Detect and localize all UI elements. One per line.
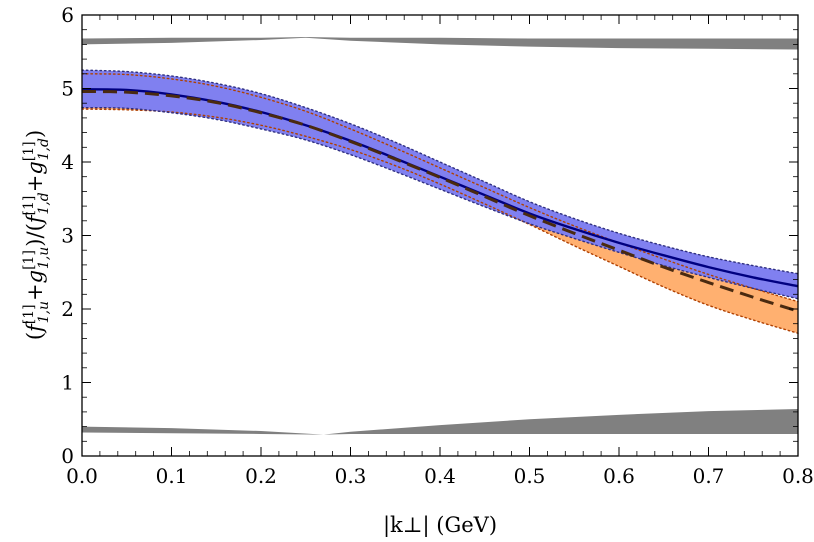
- axis-ticks: 0.0 0.1 0.2 0.3 0.4 0.5 0.6 0.7 0.8 0 1 2 3 4 5 6: [61, 3, 814, 488]
- x-tick-label: 0.8: [782, 464, 814, 488]
- x-axis-label: |k⊥| (GeV): [383, 513, 497, 538]
- plot-area: [81, 37, 799, 435]
- y-tick-label: 0: [61, 444, 74, 468]
- x-tick-label: 0.7: [693, 464, 725, 488]
- y-tick-label: 3: [61, 224, 74, 248]
- x-tick-label: 0.1: [156, 464, 188, 488]
- x-tick-label: 0.0: [66, 464, 98, 488]
- gray-band-top: [82, 37, 798, 50]
- x-tick-label: 0.3: [335, 464, 367, 488]
- orange-band-lower-edge: [81, 108, 799, 334]
- blue-band-upper-edge: [81, 69, 799, 275]
- series-line-solid: [81, 88, 799, 288]
- x-tick-label: 0.2: [245, 464, 277, 488]
- y-tick-label: 4: [61, 150, 74, 174]
- x-tick-label: 0.4: [424, 464, 456, 488]
- x-tick-label: 0.5: [514, 464, 546, 488]
- gray-band-bottom: [82, 408, 798, 435]
- blue-band-lower-edge: [81, 106, 799, 300]
- x-tick-label: 0.6: [603, 464, 635, 488]
- y-tick-label: 5: [61, 77, 74, 101]
- y-axis-label: (f[1]1,u+g[1]1,u)/(f[1]1,d+g[1]1,d): [21, 130, 52, 340]
- orange-band-upper-edge: [81, 73, 799, 303]
- y-tick-label: 2: [61, 297, 74, 321]
- y-tick-label: 6: [61, 3, 74, 27]
- y-tick-label: 1: [61, 371, 74, 395]
